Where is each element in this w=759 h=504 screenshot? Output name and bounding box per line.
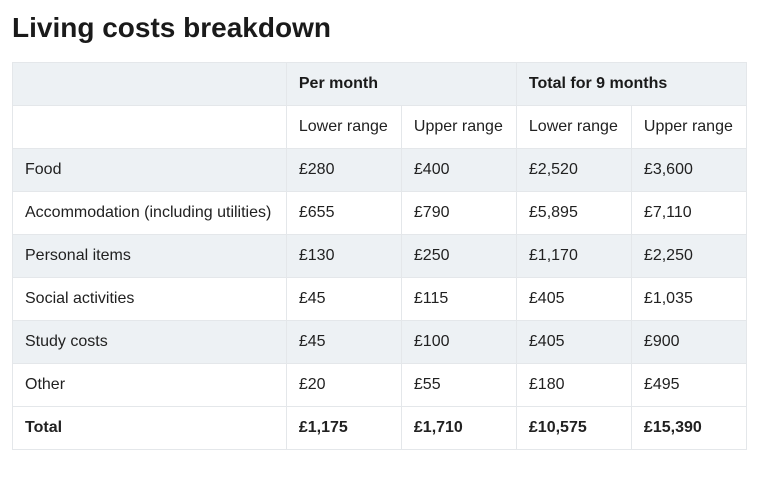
row-label: Accommodation (including utilities)	[13, 192, 287, 235]
cell-t9-upper: £495	[631, 364, 746, 407]
total-t9-lower: £10,575	[516, 407, 631, 450]
cell-t9-upper: £3,600	[631, 149, 746, 192]
subheader-t9-lower: Lower range	[516, 106, 631, 149]
table-body: Food £280 £400 £2,520 £3,600 Accommodati…	[13, 149, 747, 450]
cell-pm-upper: £400	[401, 149, 516, 192]
row-label: Food	[13, 149, 287, 192]
subheader-blank	[13, 106, 287, 149]
cell-t9-lower: £180	[516, 364, 631, 407]
table-row: Accommodation (including utilities) £655…	[13, 192, 747, 235]
cell-pm-lower: £130	[286, 235, 401, 278]
total-t9-upper: £15,390	[631, 407, 746, 450]
table-row: Study costs £45 £100 £405 £900	[13, 321, 747, 364]
subheader-t9-upper: Upper range	[631, 106, 746, 149]
table-header-sub-row: Lower range Upper range Lower range Uppe…	[13, 106, 747, 149]
total-pm-lower: £1,175	[286, 407, 401, 450]
total-label: Total	[13, 407, 287, 450]
cell-t9-upper: £1,035	[631, 278, 746, 321]
cell-t9-lower: £405	[516, 278, 631, 321]
header-total-9-months: Total for 9 months	[516, 63, 746, 106]
cell-t9-upper: £7,110	[631, 192, 746, 235]
cell-t9-lower: £5,895	[516, 192, 631, 235]
cell-pm-lower: £280	[286, 149, 401, 192]
cell-pm-lower: £45	[286, 321, 401, 364]
cell-pm-lower: £45	[286, 278, 401, 321]
cell-t9-upper: £2,250	[631, 235, 746, 278]
cell-pm-lower: £655	[286, 192, 401, 235]
row-label: Study costs	[13, 321, 287, 364]
row-label: Social activities	[13, 278, 287, 321]
table-row: Food £280 £400 £2,520 £3,600	[13, 149, 747, 192]
table-header-group-row: Per month Total for 9 months	[13, 63, 747, 106]
cell-t9-lower: £2,520	[516, 149, 631, 192]
table-row: Personal items £130 £250 £1,170 £2,250	[13, 235, 747, 278]
cell-t9-lower: £1,170	[516, 235, 631, 278]
row-label: Other	[13, 364, 287, 407]
cell-pm-upper: £100	[401, 321, 516, 364]
subheader-pm-lower: Lower range	[286, 106, 401, 149]
table-row: Other £20 £55 £180 £495	[13, 364, 747, 407]
cell-pm-lower: £20	[286, 364, 401, 407]
header-per-month: Per month	[286, 63, 516, 106]
cell-t9-upper: £900	[631, 321, 746, 364]
cell-pm-upper: £790	[401, 192, 516, 235]
header-blank	[13, 63, 287, 106]
table-row: Social activities £45 £115 £405 £1,035	[13, 278, 747, 321]
cell-pm-upper: £55	[401, 364, 516, 407]
row-label: Personal items	[13, 235, 287, 278]
page-title: Living costs breakdown	[12, 12, 747, 44]
table-total-row: Total £1,175 £1,710 £10,575 £15,390	[13, 407, 747, 450]
cell-pm-upper: £115	[401, 278, 516, 321]
cell-pm-upper: £250	[401, 235, 516, 278]
cell-t9-lower: £405	[516, 321, 631, 364]
total-pm-upper: £1,710	[401, 407, 516, 450]
subheader-pm-upper: Upper range	[401, 106, 516, 149]
living-costs-table: Per month Total for 9 months Lower range…	[12, 62, 747, 450]
